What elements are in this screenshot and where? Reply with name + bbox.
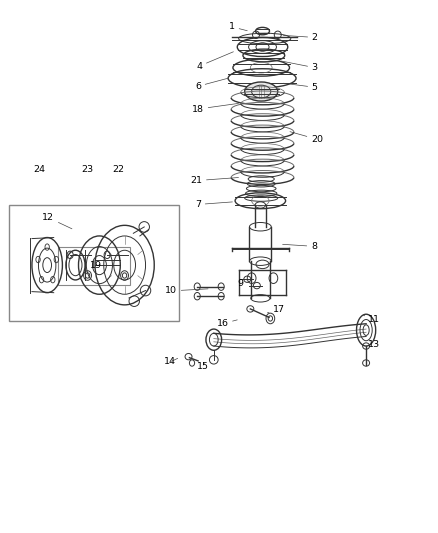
- Text: 12: 12: [42, 213, 72, 229]
- Text: 13: 13: [364, 336, 380, 350]
- Bar: [9, 205, 179, 320]
- Text: 23: 23: [81, 166, 94, 174]
- Text: 22: 22: [112, 166, 124, 174]
- Text: 17: 17: [267, 305, 285, 314]
- Text: 16: 16: [216, 319, 237, 328]
- Text: 9: 9: [237, 279, 247, 288]
- Text: 15: 15: [197, 362, 208, 370]
- Ellipse shape: [245, 82, 278, 101]
- Text: 1: 1: [229, 22, 247, 31]
- Text: 8: 8: [283, 242, 317, 251]
- Text: 18: 18: [192, 103, 239, 114]
- Text: 20: 20: [290, 132, 323, 144]
- Text: 3: 3: [281, 61, 318, 72]
- Text: 11: 11: [364, 315, 379, 324]
- Bar: [58, 247, 130, 285]
- Text: 2: 2: [283, 33, 318, 42]
- Text: 7: 7: [195, 200, 233, 209]
- Text: 10: 10: [165, 286, 208, 295]
- Text: 19: 19: [90, 261, 102, 270]
- Text: 6: 6: [195, 78, 229, 91]
- Text: 5: 5: [283, 83, 318, 92]
- Text: 24: 24: [34, 166, 46, 174]
- Text: 4: 4: [196, 52, 233, 70]
- Text: 21: 21: [191, 176, 239, 185]
- Text: 14: 14: [164, 358, 178, 367]
